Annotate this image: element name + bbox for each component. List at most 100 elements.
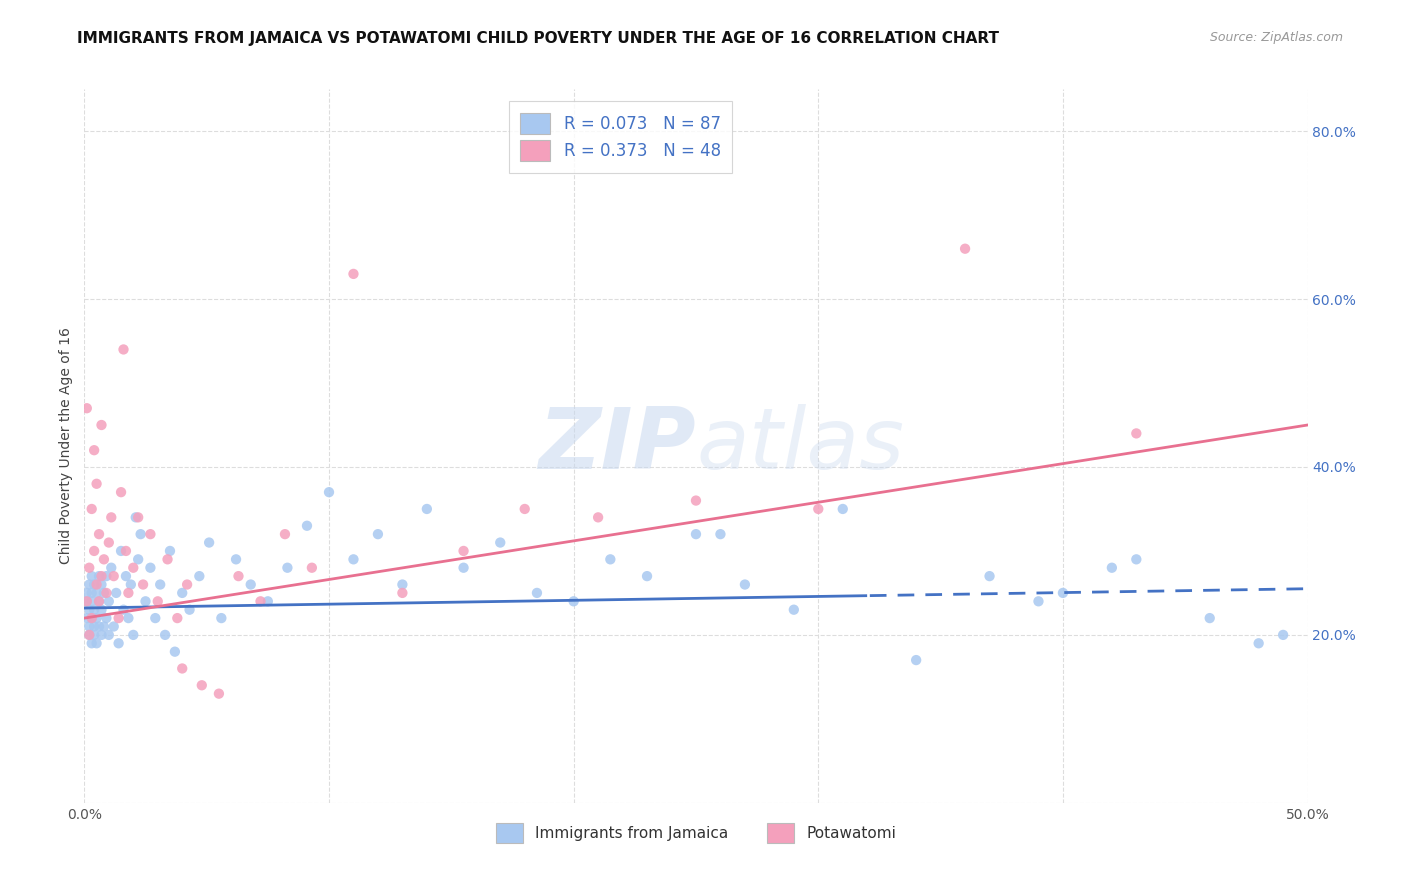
Y-axis label: Child Poverty Under the Age of 16: Child Poverty Under the Age of 16 bbox=[59, 327, 73, 565]
Point bbox=[93, 552, 115, 566]
Point bbox=[453, 544, 475, 558]
Point bbox=[115, 544, 138, 558]
Point bbox=[562, 594, 585, 608]
Point bbox=[979, 569, 1001, 583]
Point bbox=[1125, 552, 1147, 566]
Point bbox=[103, 619, 125, 633]
Point bbox=[83, 544, 105, 558]
Point bbox=[96, 586, 118, 600]
Point bbox=[159, 544, 181, 558]
Point bbox=[120, 577, 142, 591]
Point bbox=[685, 493, 707, 508]
Point bbox=[807, 502, 830, 516]
Point bbox=[209, 611, 232, 625]
Point bbox=[86, 577, 108, 591]
Point bbox=[127, 552, 149, 566]
Point bbox=[83, 619, 105, 633]
Point bbox=[239, 577, 262, 591]
Point bbox=[80, 636, 103, 650]
Point bbox=[526, 586, 548, 600]
Point bbox=[228, 569, 250, 583]
Point bbox=[146, 594, 169, 608]
Text: ZIP: ZIP bbox=[538, 404, 696, 488]
Point bbox=[1320, 712, 1343, 726]
Point bbox=[513, 502, 536, 516]
Point bbox=[96, 611, 118, 625]
Point bbox=[489, 535, 512, 549]
Point bbox=[342, 267, 364, 281]
Point bbox=[172, 586, 194, 600]
Point bbox=[249, 594, 271, 608]
Point bbox=[179, 603, 201, 617]
Point bbox=[77, 628, 100, 642]
Point bbox=[97, 628, 120, 642]
Point bbox=[636, 569, 658, 583]
Point bbox=[97, 535, 120, 549]
Point bbox=[90, 569, 112, 583]
Point bbox=[176, 577, 198, 591]
Point bbox=[367, 527, 389, 541]
Point bbox=[172, 661, 194, 675]
Point bbox=[391, 586, 413, 600]
Point bbox=[112, 603, 135, 617]
Point bbox=[166, 611, 188, 625]
Point bbox=[87, 569, 110, 583]
Point bbox=[76, 401, 98, 416]
Point bbox=[107, 611, 129, 625]
Point bbox=[599, 552, 621, 566]
Point bbox=[80, 569, 103, 583]
Point bbox=[276, 560, 298, 574]
Point bbox=[191, 678, 214, 692]
Point bbox=[86, 636, 108, 650]
Point bbox=[96, 569, 118, 583]
Point bbox=[1101, 560, 1123, 574]
Point bbox=[86, 586, 108, 600]
Point bbox=[97, 594, 120, 608]
Point bbox=[107, 636, 129, 650]
Point bbox=[80, 611, 103, 625]
Point bbox=[90, 417, 112, 432]
Point bbox=[80, 502, 103, 516]
Point bbox=[77, 603, 100, 617]
Point bbox=[953, 242, 976, 256]
Point bbox=[77, 560, 100, 574]
Point bbox=[139, 560, 162, 574]
Point bbox=[1198, 611, 1220, 625]
Point bbox=[87, 594, 110, 608]
Point bbox=[110, 544, 132, 558]
Point bbox=[77, 577, 100, 591]
Point bbox=[90, 577, 112, 591]
Point bbox=[318, 485, 340, 500]
Point bbox=[77, 619, 100, 633]
Point bbox=[132, 577, 155, 591]
Point bbox=[76, 611, 98, 625]
Point bbox=[80, 594, 103, 608]
Point bbox=[586, 510, 609, 524]
Point bbox=[76, 594, 98, 608]
Point bbox=[83, 603, 105, 617]
Point bbox=[77, 628, 100, 642]
Point bbox=[100, 510, 122, 524]
Point bbox=[87, 527, 110, 541]
Point bbox=[1052, 586, 1074, 600]
Point bbox=[122, 560, 145, 574]
Point bbox=[416, 502, 439, 516]
Point bbox=[115, 569, 138, 583]
Point bbox=[342, 552, 364, 566]
Point bbox=[1028, 594, 1050, 608]
Point bbox=[1247, 636, 1270, 650]
Point bbox=[301, 560, 323, 574]
Point bbox=[80, 586, 103, 600]
Point bbox=[153, 628, 176, 642]
Point bbox=[76, 594, 98, 608]
Point bbox=[87, 619, 110, 633]
Point bbox=[93, 586, 115, 600]
Text: IMMIGRANTS FROM JAMAICA VS POTAWATOMI CHILD POVERTY UNDER THE AGE OF 16 CORRELAT: IMMIGRANTS FROM JAMAICA VS POTAWATOMI CH… bbox=[77, 31, 1000, 46]
Point bbox=[103, 569, 125, 583]
Point bbox=[90, 628, 112, 642]
Point bbox=[90, 603, 112, 617]
Point bbox=[225, 552, 247, 566]
Point bbox=[125, 510, 148, 524]
Point bbox=[129, 527, 152, 541]
Point bbox=[112, 343, 135, 357]
